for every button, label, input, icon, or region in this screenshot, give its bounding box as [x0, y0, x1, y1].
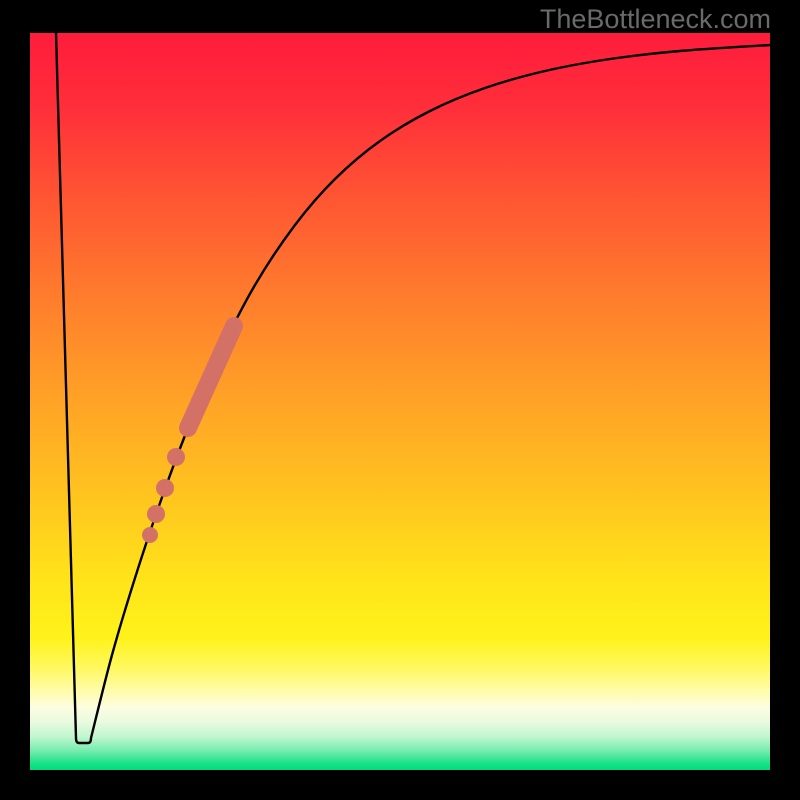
watermark-text: TheBottleneck.com	[540, 4, 771, 35]
chart-frame: TheBottleneck.com	[0, 0, 800, 800]
marker-dot	[147, 505, 165, 523]
plot-area	[30, 33, 770, 770]
bottleneck-curve	[56, 33, 770, 743]
marker-dot	[167, 448, 185, 466]
marker-dot	[156, 479, 174, 497]
marker-capsule	[188, 326, 234, 428]
curve-layer	[30, 33, 770, 770]
marker-dot	[142, 527, 158, 543]
